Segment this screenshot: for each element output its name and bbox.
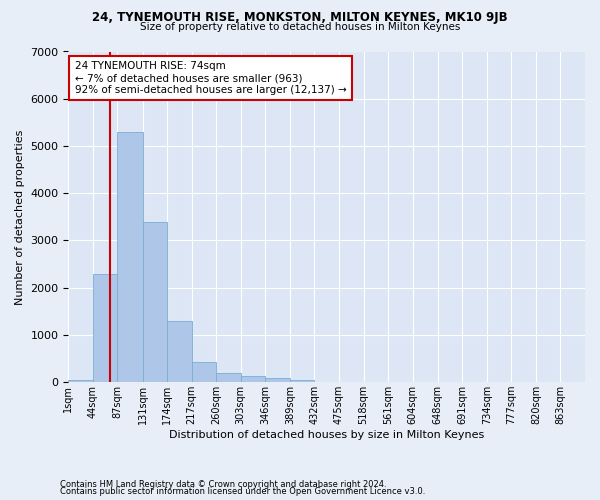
Bar	[290, 380, 314, 382]
Text: 24, TYNEMOUTH RISE, MONKSTON, MILTON KEYNES, MK10 9JB: 24, TYNEMOUTH RISE, MONKSTON, MILTON KEY…	[92, 11, 508, 24]
Bar	[241, 376, 265, 382]
Bar	[192, 362, 216, 382]
Text: 24 TYNEMOUTH RISE: 74sqm
← 7% of detached houses are smaller (963)
92% of semi-d: 24 TYNEMOUTH RISE: 74sqm ← 7% of detache…	[74, 62, 346, 94]
Bar	[143, 222, 167, 382]
Bar	[167, 321, 192, 382]
Bar	[216, 372, 241, 382]
Text: Contains HM Land Registry data © Crown copyright and database right 2024.: Contains HM Land Registry data © Crown c…	[60, 480, 386, 489]
Bar	[68, 380, 93, 382]
Bar	[265, 378, 290, 382]
Y-axis label: Number of detached properties: Number of detached properties	[15, 129, 25, 304]
Bar	[118, 132, 143, 382]
Bar	[93, 274, 118, 382]
Text: Contains public sector information licensed under the Open Government Licence v3: Contains public sector information licen…	[60, 488, 425, 496]
X-axis label: Distribution of detached houses by size in Milton Keynes: Distribution of detached houses by size …	[169, 430, 484, 440]
Text: Size of property relative to detached houses in Milton Keynes: Size of property relative to detached ho…	[140, 22, 460, 32]
